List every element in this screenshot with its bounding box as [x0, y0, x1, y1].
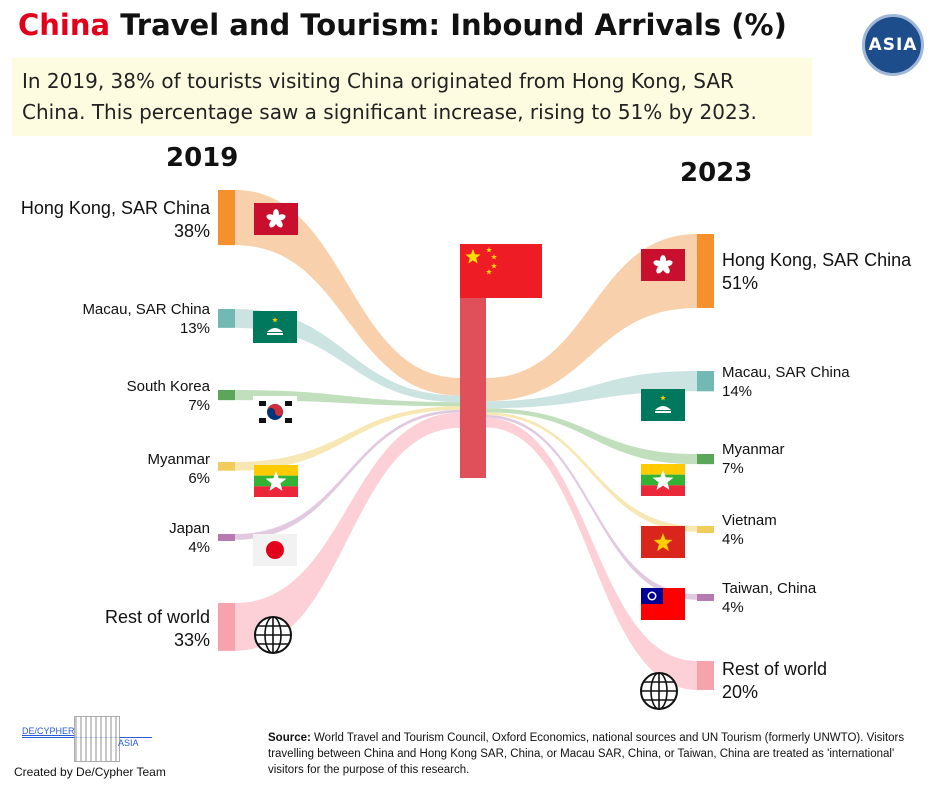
macau-flag-icon	[641, 389, 685, 421]
node-name: Hong Kong, SAR China	[20, 198, 210, 218]
flow-right-3	[486, 412, 697, 532]
flow-left-5	[235, 412, 460, 651]
credits-text: Created by De/Cypher Team	[14, 765, 166, 779]
right-label-4: Taiwan, China 4%	[722, 579, 816, 617]
node-name: Myanmar	[147, 451, 210, 468]
source-text: World Travel and Tourism Council, Oxford…	[268, 732, 905, 776]
asia-badge-logo: ASIA	[862, 14, 924, 76]
node-name: Myanmar	[722, 441, 785, 458]
flow-right-2	[486, 408, 697, 465]
source-label: Source:	[268, 732, 311, 744]
page-title: China Travel and Tourism: Inbound Arriva…	[18, 8, 787, 42]
left-node-bar	[218, 190, 235, 246]
node-percent: 13%	[179, 320, 210, 337]
node-name: Taiwan, China	[722, 580, 817, 597]
node-percent: 4%	[188, 539, 210, 556]
taiwan-flag-icon	[641, 588, 685, 620]
left-node-bar	[218, 603, 235, 651]
hong-kong-flag-icon	[254, 203, 298, 235]
left-node-bar	[218, 534, 235, 541]
left-label-5: Rest of world 33%	[105, 606, 210, 652]
node-percent: 4%	[722, 599, 744, 616]
japan-flag-icon	[253, 534, 297, 566]
node-name: Rest of world	[104, 607, 210, 627]
left-label-2: South Korea 7%	[127, 377, 210, 415]
right-label-2: Myanmar 7%	[722, 440, 785, 478]
china-flag-icon	[460, 244, 542, 298]
summary-text: In 2019, 38% of tourists visiting China …	[12, 58, 812, 136]
right-label-3: Vietnam 4%	[722, 511, 777, 549]
left-node-bar	[218, 462, 235, 471]
macau-flag-icon	[253, 311, 297, 343]
center-node-china	[460, 298, 486, 478]
node-percent: 6%	[188, 470, 210, 487]
flow-left-4	[235, 409, 460, 540]
node-name: South Korea	[126, 378, 210, 395]
year-right: 2023	[680, 158, 753, 188]
node-name: Macau, SAR China	[722, 364, 850, 381]
node-name: Rest of world	[722, 659, 828, 679]
left-node-bar	[218, 309, 235, 328]
south-korea-flag-icon	[253, 396, 297, 428]
nodes-layer	[218, 190, 714, 690]
node-percent: 20%	[722, 682, 759, 702]
node-percent: 7%	[188, 397, 210, 414]
node-name: Macau, SAR China	[82, 301, 210, 318]
icons-layer	[253, 203, 685, 710]
myanmar-flag-icon	[641, 464, 685, 496]
globe-icon	[640, 672, 678, 710]
right-node-bar	[697, 594, 714, 601]
node-percent: 14%	[722, 383, 753, 400]
source-note: Source: World Travel and Tourism Council…	[268, 730, 928, 778]
right-label-5: Rest of world 20%	[722, 658, 827, 704]
right-node-bar	[697, 234, 714, 308]
hong-kong-flag-icon	[641, 249, 685, 281]
flow-left-2	[235, 390, 460, 407]
node-percent: 51%	[722, 273, 759, 293]
right-node-bar	[697, 661, 714, 690]
title-accent: China	[18, 8, 111, 42]
decypher-maze-logo	[74, 716, 120, 762]
left-label-4: Japan 4%	[169, 519, 210, 557]
node-name: Japan	[169, 520, 210, 537]
flow-right-5	[486, 417, 697, 690]
node-percent: 7%	[722, 460, 744, 477]
left-label-0: Hong Kong, SAR China 38%	[21, 197, 210, 243]
node-percent: 38%	[173, 221, 210, 241]
node-percent: 33%	[173, 630, 210, 650]
right-node-bar	[697, 454, 714, 465]
globe-icon	[254, 616, 292, 654]
left-label-1: Macau, SAR China 13%	[82, 300, 210, 338]
left-node-bar	[218, 390, 235, 401]
logo-text-right: ASIA	[118, 738, 139, 748]
flow-right-1	[486, 371, 697, 409]
flow-right-4	[486, 415, 697, 600]
flows-layer	[235, 190, 697, 690]
right-node-bar	[697, 371, 714, 392]
node-percent: 4%	[722, 531, 744, 548]
left-label-3: Myanmar 6%	[147, 450, 210, 488]
node-name: Vietnam	[722, 512, 777, 529]
vietnam-flag-icon	[641, 526, 685, 558]
right-label-1: Macau, SAR China 14%	[722, 363, 850, 401]
logo-text-left: DE/CYPHER	[22, 726, 75, 736]
right-label-0: Hong Kong, SAR China 51%	[722, 249, 911, 295]
flow-left-0	[235, 190, 460, 396]
title-rest: Travel and Tourism: Inbound Arrivals (%)	[110, 8, 787, 42]
myanmar-flag-icon	[254, 465, 298, 497]
flow-left-3	[235, 406, 460, 471]
right-node-bar	[697, 526, 714, 533]
node-name: Hong Kong, SAR China	[722, 250, 912, 270]
year-left: 2019	[166, 143, 239, 173]
